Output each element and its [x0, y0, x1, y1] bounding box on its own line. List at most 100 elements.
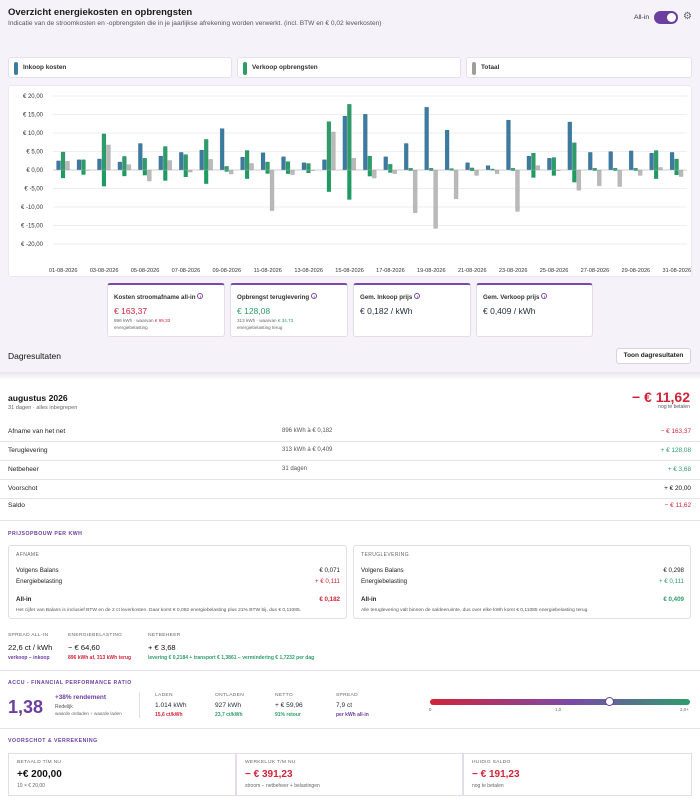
page-title: Overzicht energiekosten en opbrengsten — [8, 7, 193, 18]
bar-inkoop — [178, 152, 184, 171]
bar-inkoop — [628, 150, 634, 171]
x-tick-label: 05-08-2026 — [131, 268, 160, 274]
card-value: € 0,409 / kWh — [483, 306, 536, 316]
bar-totaal — [269, 169, 275, 211]
bar-totaal — [494, 169, 500, 174]
info-icon[interactable]: i — [541, 293, 548, 299]
bar-inkoop — [383, 156, 389, 171]
legend-inkoop[interactable]: Inkoop kosten — [8, 57, 232, 78]
gear-icon[interactable]: ⚙ — [683, 11, 692, 22]
legend-totaal[interactable]: Totaal — [466, 57, 692, 78]
allin-toggle-label: All-in — [634, 14, 650, 21]
divider — [0, 460, 700, 461]
x-tick-label: 03-08-2026 — [90, 268, 119, 274]
bar-verkoop — [285, 161, 291, 171]
bar-verkoop — [388, 163, 393, 171]
summary-row: Netbeheer 31 dagen + € 3,68 — [0, 461, 700, 479]
card-title: Opbrengst teruglevering — [237, 294, 310, 301]
y-tick-label: € 15,00 — [23, 113, 44, 119]
card-detail-amount: € 34,73 — [277, 318, 294, 323]
toon-dagresultaten-button[interactable]: Toon dagresultaten — [616, 348, 691, 364]
energiebelasting-value: − € 64,60 — [68, 643, 100, 652]
x-tick-label: 21-08-2026 — [458, 268, 487, 274]
box-note: Alle teruglevering valt binnen de saldee… — [361, 608, 589, 613]
bar-totaal — [228, 169, 234, 175]
bar-inkoop — [485, 165, 491, 171]
bar-verkoop — [469, 167, 475, 171]
box-total-value: € 0,182 — [319, 596, 340, 603]
total-amount-note: nog te betalen — [658, 404, 690, 410]
info-icon[interactable]: i — [311, 293, 318, 299]
bar-inkoop — [465, 162, 470, 171]
bar-totaal — [372, 169, 377, 179]
allin-toggle[interactable] — [654, 11, 678, 24]
bar-inkoop — [117, 161, 123, 171]
x-tick-label: 01-08-2026 — [49, 268, 78, 274]
bar-verkoop — [531, 152, 536, 171]
box-value: − € 191,23 — [472, 769, 520, 780]
info-icon[interactable]: i — [197, 293, 204, 299]
accu-stat-label: LADEN — [155, 693, 173, 698]
x-tick-label: 23-08-2026 — [499, 268, 528, 274]
divider — [0, 728, 700, 729]
x-tick-label: 27-08-2026 — [581, 268, 610, 274]
box-label: HUIDIG SALDO — [472, 760, 511, 765]
box-row-value: + € 0,111 — [314, 578, 340, 585]
bar-inkoop — [567, 121, 573, 171]
bar-totaal — [249, 163, 254, 171]
x-tick-label: 19-08-2026 — [417, 268, 446, 274]
accu-stat-sub: 91% retour — [275, 712, 301, 718]
bar-totaal — [637, 169, 643, 176]
row-label: Afname van het net — [8, 428, 66, 435]
bar-totaal — [658, 167, 663, 171]
accu-rendement: +38% rendement — [55, 694, 106, 701]
scale-min: 0 — [429, 707, 432, 712]
y-tick-label: € 10,00 — [23, 131, 44, 137]
x-tick-label: 17-08-2026 — [376, 268, 405, 274]
legend-swatch-inkoop — [14, 62, 18, 75]
card-title: Gem. Verkoop prijs — [483, 294, 540, 301]
summary-row-saldo: Saldo − € 11,62 — [0, 497, 700, 515]
bar-chart: € 20,00 € 15,00 € 10,00 € 5,00 € 0,00 € -5,00… — [21, 94, 691, 274]
box-value: +€ 200,00 — [17, 769, 62, 780]
bar-verkoop-negative — [306, 170, 311, 173]
bar-inkoop — [506, 119, 511, 171]
card-title: Gem. Inkoop prijs — [360, 294, 413, 301]
divider — [0, 520, 700, 521]
bar-verkoop-negative — [101, 170, 106, 187]
bar-verkoop-negative — [245, 170, 250, 179]
card-title: Kosten stroomafname all-in — [114, 294, 196, 301]
bar-inkoop — [342, 115, 348, 171]
bar-inkoop — [526, 155, 532, 171]
bar-totaal — [392, 169, 398, 174]
bar-inkoop — [281, 156, 286, 171]
divider — [139, 692, 140, 718]
bar-verkoop — [244, 150, 250, 171]
bar-totaal — [208, 159, 213, 171]
bar-totaal — [65, 160, 70, 171]
huidig-saldo-box: HUIDIG SALDO − € 191,23 nog te betalen — [463, 753, 692, 796]
bar-totaal — [535, 165, 541, 171]
bar-inkoop — [199, 149, 204, 171]
legend-verkoop[interactable]: Verkoop opbrengsten — [237, 57, 461, 78]
netbeheer-label: NETBEHEER — [148, 633, 181, 638]
accu-stat-value: 927 kWh — [215, 702, 242, 709]
card-value: € 163,37 — [114, 306, 148, 316]
box-total-label: All-in — [361, 596, 377, 603]
bar-inkoop — [588, 152, 593, 171]
bar-verkoop-negative — [81, 170, 86, 175]
card-detail-amount: € 99,33 — [154, 318, 171, 323]
row-value: + € 3,68 — [667, 466, 691, 473]
card-detail-2: energiebelasting terug — [237, 325, 283, 330]
accu-ratio-marker — [605, 697, 614, 706]
bar-inkoop — [76, 159, 82, 171]
bar-verkoop-negative — [551, 170, 556, 176]
row-value: + € 128,08 — [660, 447, 691, 454]
bar-verkoop — [224, 166, 229, 171]
bar-verkoop — [203, 139, 209, 171]
bar-verkoop-negative — [122, 170, 127, 177]
box-note: Het cijfer van Balans is inclusief BTW e… — [16, 608, 302, 613]
info-icon[interactable]: i — [414, 293, 421, 299]
bar-verkoop — [265, 161, 270, 171]
teruglevering-box: TERUGLEVERING Volgens Balans € 0,298 Ene… — [353, 545, 691, 619]
